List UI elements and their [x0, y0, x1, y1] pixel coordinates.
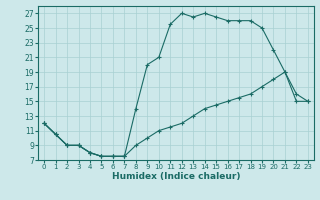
X-axis label: Humidex (Indice chaleur): Humidex (Indice chaleur)	[112, 172, 240, 181]
